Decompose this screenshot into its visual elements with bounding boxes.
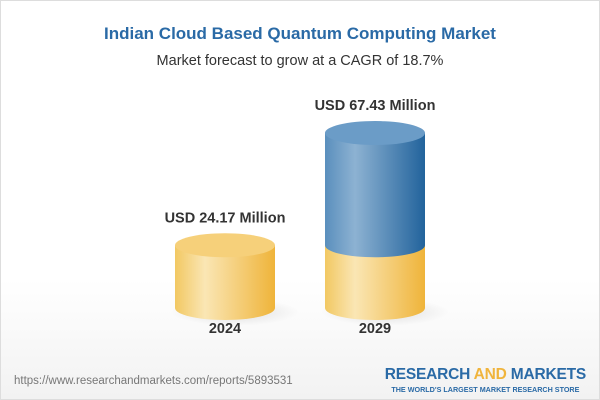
chart-subtitle: Market forecast to grow at a CAGR of 18.… xyxy=(156,53,444,69)
x-tick-label: 2024 xyxy=(209,321,241,337)
bar-2029-growth xyxy=(325,133,425,258)
bar-2029-base xyxy=(325,245,425,320)
x-tick-label: 2029 xyxy=(359,321,391,337)
data-label: USD 67.43 Million xyxy=(315,98,436,114)
research-and-markets-logo: RESEARCH AND MARKETS THE WORLD'S LARGEST… xyxy=(384,366,586,394)
bar-2024-top xyxy=(175,233,275,258)
bar-2024-base xyxy=(175,245,275,320)
logo-tagline: THE WORLD'S LARGEST MARKET RESEARCH STOR… xyxy=(391,385,580,394)
source-url[interactable]: https://www.researchandmarkets.com/repor… xyxy=(14,375,293,387)
bar-2029-top xyxy=(325,121,425,145)
chart-title: Indian Cloud Based Quantum Computing Mar… xyxy=(104,24,496,43)
data-label: USD 24.17 Million xyxy=(165,210,286,226)
